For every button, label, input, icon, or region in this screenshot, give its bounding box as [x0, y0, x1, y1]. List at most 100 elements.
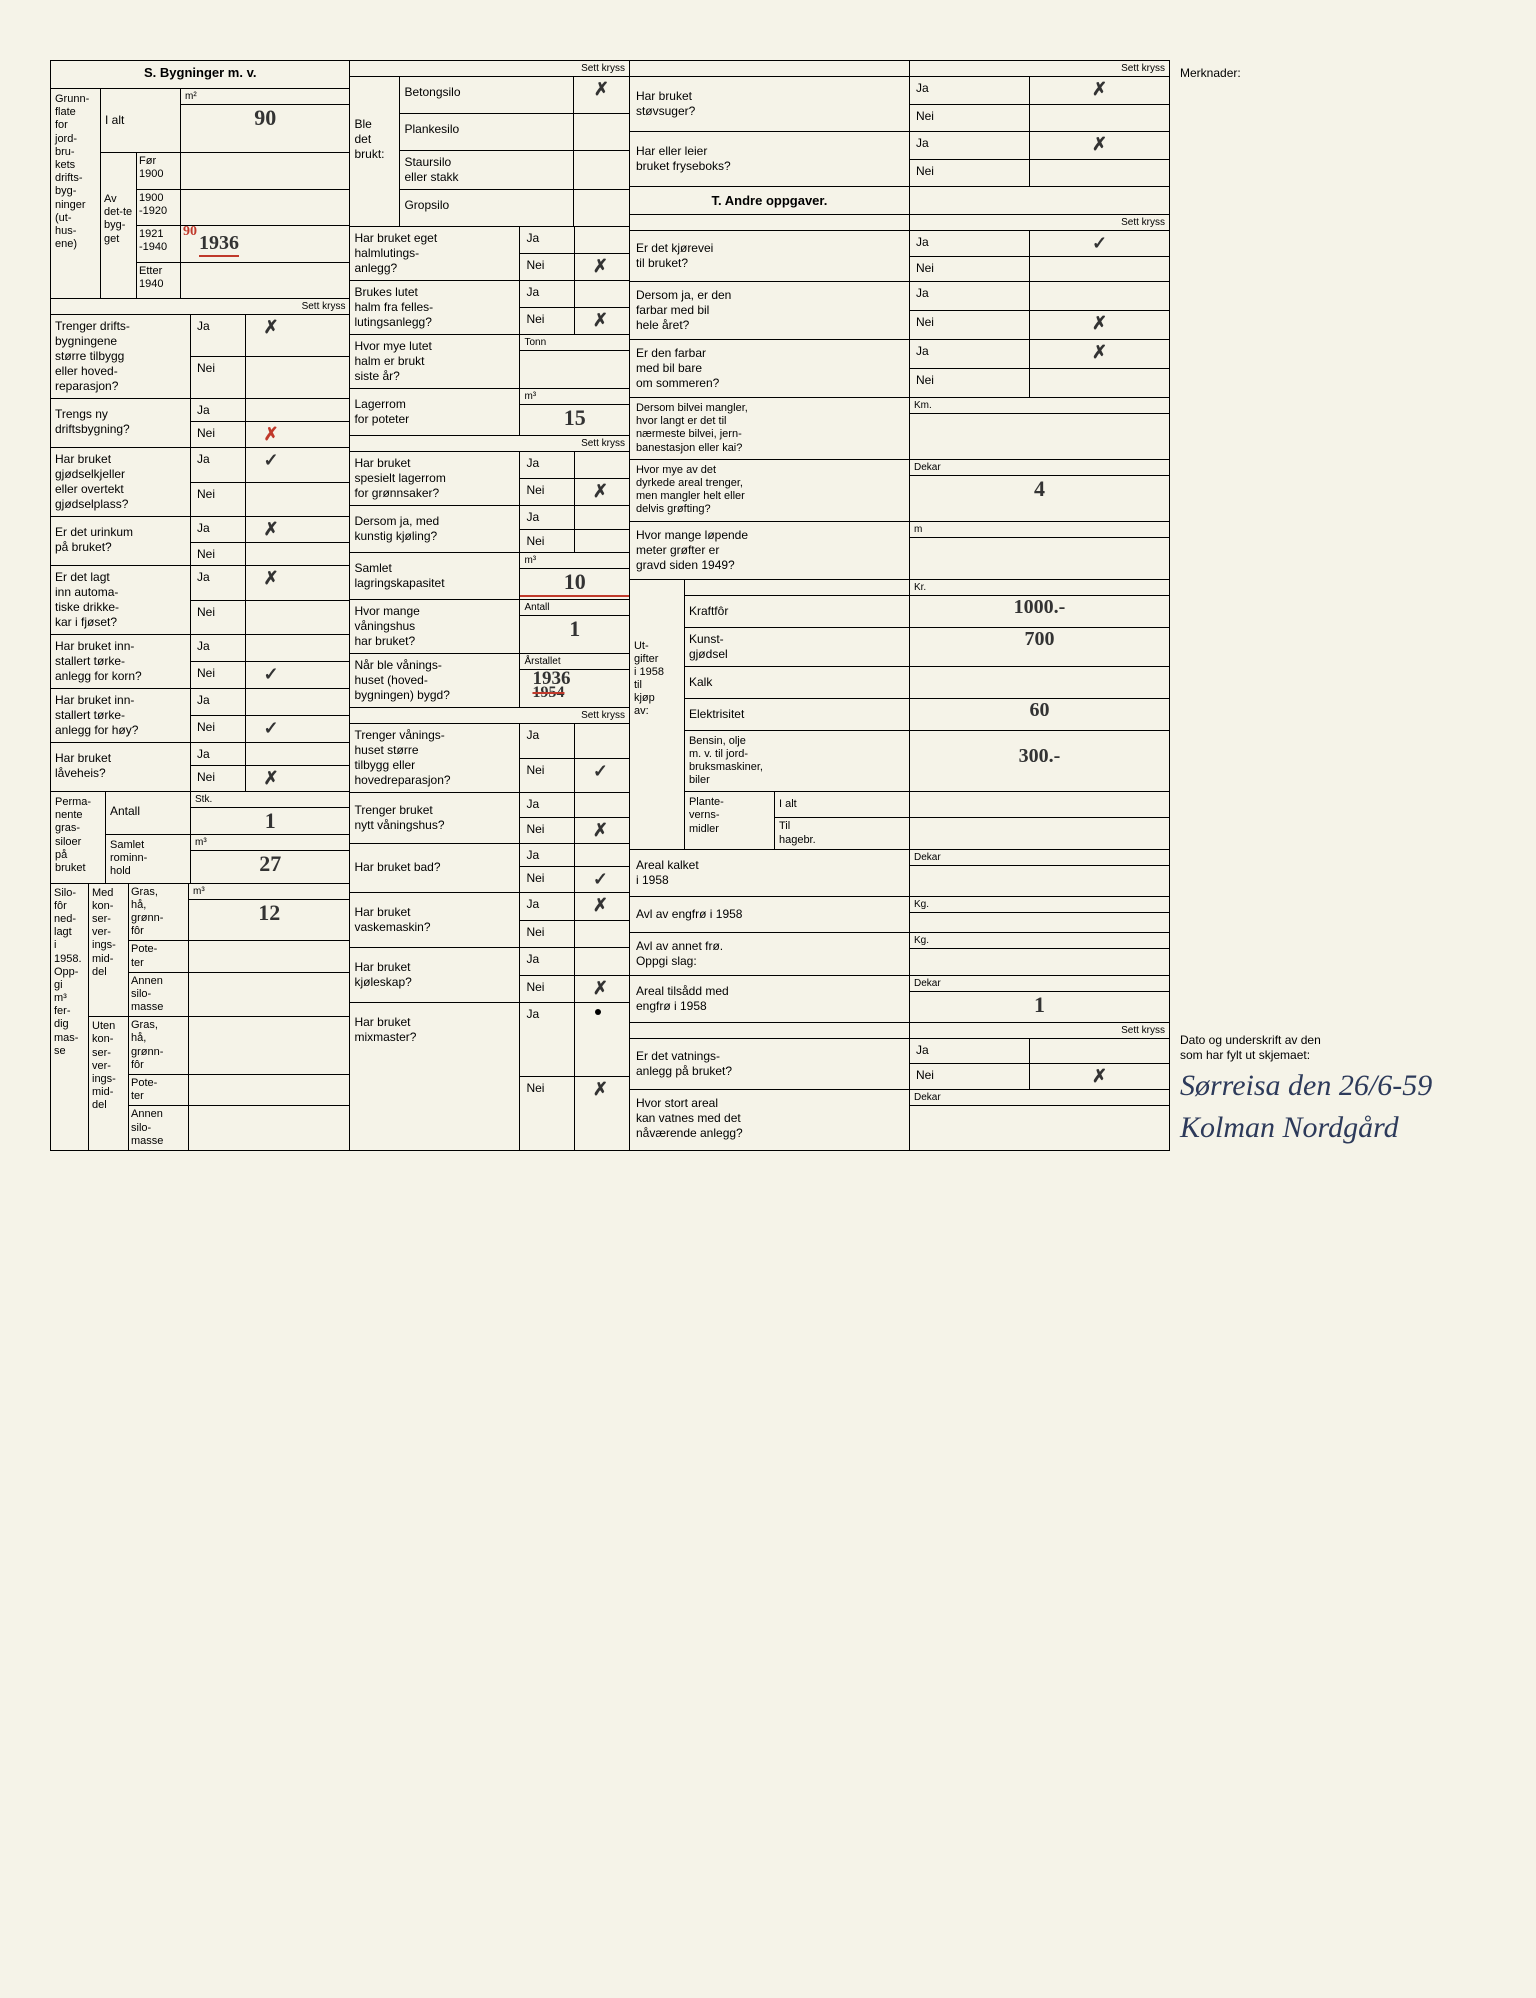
kjorevei: Er det kjørevei til bruket? Ja✓ Nei	[630, 231, 1169, 282]
urin-ja: ✗	[246, 517, 296, 542]
kjor-ja: ✓	[1030, 231, 1169, 256]
laveheis: Har bruket låveheis? Ja Nei✗	[51, 743, 349, 792]
kjol-nei: ✗	[575, 976, 625, 1003]
betong-mark: ✗	[574, 77, 629, 113]
lave-nei: ✗	[246, 766, 296, 791]
samlet-lagr: Samlet lagringskapasitet m³10	[350, 553, 629, 600]
torke-korn: Har bruket inn- stallert tørke- anlegg f…	[51, 635, 349, 689]
annet-fro: Avl av annet frø. Oppgi slag: Kg.	[630, 933, 1169, 976]
for1900: Før 1900	[137, 153, 181, 189]
gras-med: 12	[189, 900, 349, 926]
grunnflate-label: Grunn-flateforjord-bru-ketsdrifts-byg-ni…	[55, 93, 89, 250]
vaning-aar: Når ble vånings- huset (hoved- bygningen…	[350, 654, 629, 708]
ny-nei: ✗	[246, 422, 296, 447]
section-t-title: T. Andre oppgaver.	[630, 187, 910, 214]
signature-name: Kolman Nordgård	[1180, 1111, 1476, 1145]
nytt-nei: ✗	[575, 818, 625, 843]
col1: S. Bygninger m. v. Grunn-flateforjord-br…	[51, 61, 350, 1150]
gjod-ja: ✓	[246, 448, 296, 482]
kunstig-kjol: Dersom ja, med kunstig kjøling? Ja Nei	[350, 506, 629, 553]
vatn-nei: ✗	[1030, 1064, 1169, 1089]
farbar-aar: Dersom ja, er den farbar med bil hele år…	[630, 282, 1169, 340]
signature-label: Dato og underskrift av den som har fylt …	[1180, 1033, 1476, 1063]
halm-nei: ✗	[575, 254, 625, 280]
tilsodd-val: 1	[910, 992, 1169, 1018]
ialt-unit: m²	[181, 89, 349, 105]
ialt-label: I alt	[101, 89, 181, 152]
nytt-vaning: Trenger bruket nytt våningshus? Ja Nei✗	[350, 793, 629, 844]
vaning-ant-val: 1	[520, 616, 629, 642]
hoy-nei: ✓	[246, 716, 296, 742]
section-s-title: S. Bygninger m. v.	[51, 61, 349, 89]
farbar-nei: ✗	[1030, 311, 1169, 339]
auto-ja: ✗	[246, 566, 296, 600]
grassiloer: Perma- nente gras- siloer på bruket Anta…	[51, 792, 349, 884]
silo-m3: 27	[191, 851, 349, 883]
vrep-nei: ✓	[575, 759, 625, 793]
vaning-ant: Hvor mange våningshus har bruket? Antall…	[350, 600, 629, 654]
p1900: 1900 -1920	[137, 190, 181, 226]
torke-hoy: Har bruket inn- stallert tørke- anlegg f…	[51, 689, 349, 743]
korn-nei: ✓	[246, 662, 296, 688]
mixmaster: Har bruket mixmaster? Ja Nei✗	[350, 1003, 629, 1150]
gjodselkjeller: Har bruket gjødselkjeller eller overtekt…	[51, 448, 349, 517]
vaskemaskin: Har bruket vaskemaskin? Ja✗ Nei	[350, 893, 629, 948]
kjoleskap: Har bruket kjøleskap? Ja Nei✗	[350, 948, 629, 1003]
frys-ja: ✗	[1030, 132, 1169, 159]
av-dette-label: Av det-te byg-get	[101, 153, 137, 298]
lager-gronn: Har bruket spesielt lagerrom for grønnsa…	[350, 452, 629, 506]
vaning-rep: Trenger vånings- huset større tilbygg el…	[350, 724, 629, 793]
drifts-ja: ✗	[246, 315, 296, 356]
mix-nei: ✗	[575, 1077, 625, 1150]
vaning-aar-strike: 1954	[532, 684, 564, 702]
areal-tilsodd: Areal tilsådd med engfrø i 1958 Dekar1	[630, 976, 1169, 1023]
silo-antall: 1	[191, 808, 349, 834]
form: S. Bygninger m. v. Grunn-flateforjord-br…	[50, 60, 1170, 1151]
col2: Sett kryss Ble det brukt: Betongsilo✗ Pl…	[350, 61, 630, 1150]
sidebar: Merknader: Dato og underskrift av den so…	[1170, 60, 1486, 1151]
col34: Sett kryss Har bruket støvsuger? Ja✗ Nei…	[630, 61, 1169, 1150]
ialt-val: 90	[181, 105, 349, 131]
urinkum: Er det urinkum på bruket? Ja✗ Nei	[51, 517, 349, 566]
bad-nei: ✓	[575, 867, 625, 892]
silofor: Silo- fôr ned- lagt i 1958. Opp- gi m³ f…	[51, 884, 349, 1150]
kraftfor-val: 1000.-	[910, 596, 1169, 627]
farbar-sommer: Er den farbar med bil bare om sommeren? …	[630, 340, 1169, 398]
areal-kalket: Areal kalket i 1958 Dekar	[630, 850, 1169, 897]
felles-nei: ✗	[575, 308, 625, 334]
signature-date: Sørreisa den 26/6-59	[1180, 1069, 1476, 1103]
halmlut: Har bruket eget halmlutings- anlegg? Ja …	[350, 227, 629, 281]
vatning: Er det vatnings- anlegg på bruket? Ja Ne…	[630, 1039, 1169, 1090]
grunnflate-block: Grunn-flateforjord-bru-ketsdrifts-byg-ni…	[51, 89, 349, 299]
vatning-areal: Hvor stort areal kan vatnes med det nåvæ…	[630, 1090, 1169, 1150]
page: S. Bygninger m. v. Grunn-flateforjord-br…	[50, 60, 1486, 1151]
utgifter: Ut- gifter i 1958 til kjøp av: Kr. Kraft…	[630, 580, 1169, 850]
groft-val: 4	[910, 476, 1169, 502]
engfro: Avl av engfrø i 1958 Kg.	[630, 897, 1169, 933]
ble-brukt: Ble det brukt: Betongsilo✗ Plankesilo St…	[350, 77, 629, 227]
elekt-val: 60	[910, 699, 1169, 730]
trengs-ny: Trengs ny driftsbygning? Ja Nei✗	[51, 399, 349, 448]
stov-ja: ✗	[1030, 77, 1169, 104]
p1921: 1921 -1940	[137, 226, 181, 262]
kunst-val: 700	[910, 628, 1169, 666]
p1921-red: 90	[183, 224, 197, 240]
vask-ja: ✗	[575, 893, 625, 920]
hvor-lutet: Hvor mye lutet halm er brukt siste år? T…	[350, 335, 629, 389]
felleslut: Brukes lutet halm fra felles- lutingsanl…	[350, 281, 629, 335]
lagr-val: 10	[520, 569, 629, 597]
bilvei-mangler: Dersom bilvei mangler, hvor langt er det…	[630, 398, 1169, 460]
lager-pot: Lagerrom for poteter m³15	[350, 389, 629, 436]
stovsuger: Har bruket støvsuger? Ja✗ Nei	[630, 77, 1169, 132]
sommer-ja: ✗	[1030, 340, 1169, 368]
gronn-nei: ✗	[575, 479, 625, 505]
pot-val: 15	[520, 405, 629, 431]
grofter-m: Hvor mange løpende meter grøfter er grav…	[630, 522, 1169, 580]
bad: Har bruket bad? Ja Nei✓	[350, 844, 629, 893]
automat-drikke: Er det lagt inn automa- tiske drikke- ka…	[51, 566, 349, 635]
trenger-drifts: Trenger drifts- bygningene større tilbyg…	[51, 315, 349, 399]
bensin-val: 300.-	[910, 731, 1169, 792]
etter1940: Etter 1940	[137, 263, 181, 299]
fryseboks: Har eller leier bruket fryseboks? Ja✗ Ne…	[630, 132, 1169, 187]
sett-kryss-1: Sett kryss	[51, 299, 349, 315]
